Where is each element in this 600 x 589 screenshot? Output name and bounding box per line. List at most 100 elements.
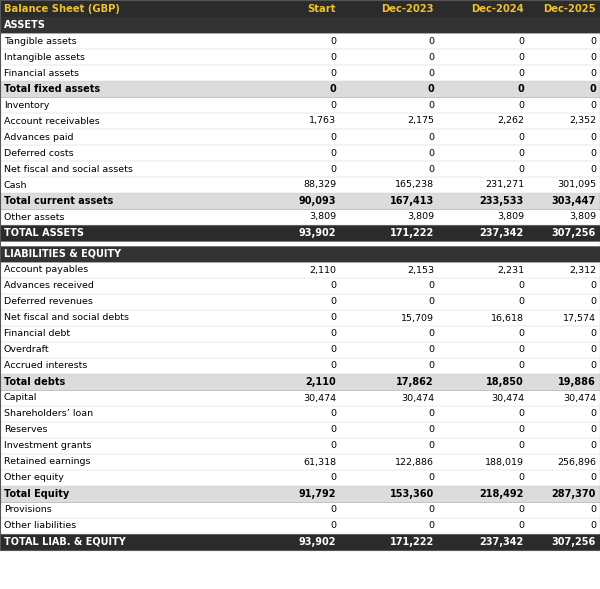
Text: 0: 0	[428, 164, 434, 174]
Text: 0: 0	[518, 409, 524, 419]
Text: 0: 0	[329, 84, 336, 94]
Text: Retained earnings: Retained earnings	[4, 458, 91, 466]
Text: 0: 0	[518, 505, 524, 515]
Text: Accrued interests: Accrued interests	[4, 362, 88, 370]
Text: 0: 0	[590, 442, 596, 451]
Text: 1,763: 1,763	[309, 117, 336, 125]
Text: Total current assets: Total current assets	[4, 196, 113, 206]
Text: 0: 0	[428, 409, 434, 419]
Bar	[0, 326, 600, 342]
Text: 0: 0	[427, 84, 434, 94]
Text: Net fiscal and social debts: Net fiscal and social debts	[4, 313, 129, 323]
Text: 16,618: 16,618	[491, 313, 524, 323]
Text: 3,809: 3,809	[497, 213, 524, 221]
Text: 218,492: 218,492	[479, 489, 524, 499]
Text: 0: 0	[330, 148, 336, 157]
Text: 0: 0	[518, 329, 524, 339]
Bar	[0, 177, 600, 193]
Text: 2,352: 2,352	[569, 117, 596, 125]
Text: 18,850: 18,850	[486, 377, 524, 387]
Text: 90,093: 90,093	[299, 196, 336, 206]
Text: Account receivables: Account receivables	[4, 117, 100, 125]
Text: 88,329: 88,329	[303, 180, 336, 190]
Bar	[0, 225, 600, 241]
Text: 0: 0	[590, 297, 596, 306]
Text: 153,360: 153,360	[390, 489, 434, 499]
Bar	[0, 278, 600, 294]
Bar	[0, 438, 600, 454]
Text: 93,902: 93,902	[299, 228, 336, 238]
Text: 0: 0	[590, 148, 596, 157]
Text: Advances received: Advances received	[4, 282, 94, 290]
Text: 0: 0	[518, 37, 524, 45]
Bar	[0, 534, 600, 550]
Bar	[0, 49, 600, 65]
Text: 0: 0	[590, 505, 596, 515]
Text: Dec-2024: Dec-2024	[471, 4, 524, 14]
Bar	[0, 518, 600, 534]
Text: 2,175: 2,175	[407, 117, 434, 125]
Text: 15,709: 15,709	[401, 313, 434, 323]
Bar	[0, 422, 600, 438]
Text: 3,809: 3,809	[309, 213, 336, 221]
Bar	[0, 241, 600, 246]
Text: 233,533: 233,533	[480, 196, 524, 206]
Text: 0: 0	[590, 37, 596, 45]
Text: 2,231: 2,231	[497, 266, 524, 274]
Text: 17,574: 17,574	[563, 313, 596, 323]
Bar	[0, 0, 600, 17]
Text: 0: 0	[330, 282, 336, 290]
Bar	[0, 161, 600, 177]
Text: 0: 0	[428, 37, 434, 45]
Bar	[0, 33, 600, 49]
Text: 0: 0	[330, 474, 336, 482]
Text: 0: 0	[590, 425, 596, 435]
Text: Shareholders’ loan: Shareholders’ loan	[4, 409, 93, 419]
Bar	[0, 97, 600, 113]
Text: 171,222: 171,222	[390, 228, 434, 238]
Text: 0: 0	[590, 329, 596, 339]
Text: 0: 0	[330, 37, 336, 45]
Text: Other equity: Other equity	[4, 474, 64, 482]
Bar	[0, 294, 600, 310]
Text: 0: 0	[428, 52, 434, 61]
Bar	[0, 65, 600, 81]
Text: Total debts: Total debts	[4, 377, 65, 387]
Text: Account payables: Account payables	[4, 266, 88, 274]
Text: 237,342: 237,342	[480, 228, 524, 238]
Text: Deferred costs: Deferred costs	[4, 148, 74, 157]
Text: 0: 0	[590, 101, 596, 110]
Text: 0: 0	[590, 282, 596, 290]
Text: Balance Sheet (GBP): Balance Sheet (GBP)	[4, 4, 120, 14]
Text: 0: 0	[330, 409, 336, 419]
Text: 0: 0	[330, 52, 336, 61]
Text: 0: 0	[428, 362, 434, 370]
Text: 30,474: 30,474	[401, 393, 434, 402]
Text: 0: 0	[428, 329, 434, 339]
Text: Provisions: Provisions	[4, 505, 52, 515]
Text: 0: 0	[428, 101, 434, 110]
Text: Deferred revenues: Deferred revenues	[4, 297, 93, 306]
Bar	[0, 262, 600, 278]
Text: 19,886: 19,886	[558, 377, 596, 387]
Text: 0: 0	[590, 133, 596, 141]
Text: 0: 0	[518, 164, 524, 174]
Text: 2,153: 2,153	[407, 266, 434, 274]
Text: Net fiscal and social assets: Net fiscal and social assets	[4, 164, 133, 174]
Text: 0: 0	[590, 474, 596, 482]
Text: 0: 0	[330, 505, 336, 515]
Text: 307,256: 307,256	[552, 228, 596, 238]
Bar	[0, 145, 600, 161]
Text: 165,238: 165,238	[395, 180, 434, 190]
Text: Intangible assets: Intangible assets	[4, 52, 85, 61]
Text: 0: 0	[518, 474, 524, 482]
Text: 2,262: 2,262	[497, 117, 524, 125]
Text: Tangible assets: Tangible assets	[4, 37, 77, 45]
Text: 0: 0	[330, 133, 336, 141]
Text: 2,312: 2,312	[569, 266, 596, 274]
Text: 0: 0	[518, 68, 524, 78]
Text: 0: 0	[590, 68, 596, 78]
Text: 0: 0	[590, 346, 596, 355]
Text: 0: 0	[518, 425, 524, 435]
Text: 17,862: 17,862	[397, 377, 434, 387]
